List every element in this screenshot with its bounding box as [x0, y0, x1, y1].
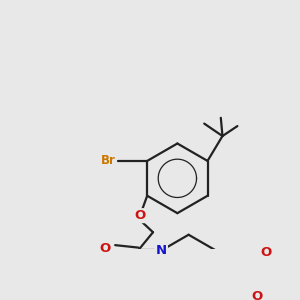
Text: O: O — [134, 209, 146, 222]
Text: O: O — [252, 290, 263, 300]
Text: O: O — [260, 247, 271, 260]
Text: N: N — [156, 244, 167, 257]
Text: Br: Br — [101, 154, 116, 167]
Text: N: N — [156, 244, 167, 257]
Text: O: O — [99, 242, 110, 254]
